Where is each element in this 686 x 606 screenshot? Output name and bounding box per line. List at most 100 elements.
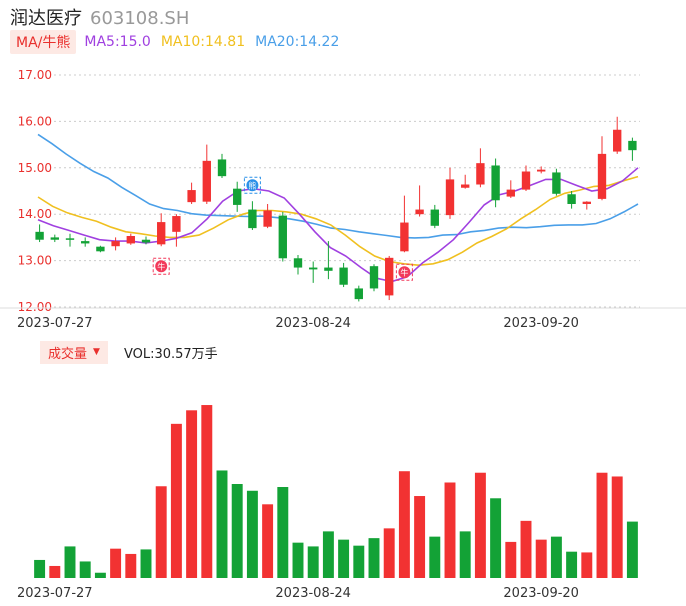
candle-body <box>415 209 424 215</box>
candle-body <box>187 190 196 203</box>
ma10-label: MA10:14.81 <box>160 34 246 50</box>
volume-bar <box>292 542 304 578</box>
volume-bar <box>64 546 76 578</box>
candle-body <box>476 163 485 185</box>
volume-bar <box>322 531 334 578</box>
volume-bar <box>170 423 182 578</box>
volume-bar <box>566 551 578 578</box>
stock-header: 润达医疗 603108.SH <box>10 4 190 29</box>
volume-bar <box>368 538 380 578</box>
candle-body <box>141 239 151 243</box>
candle-body <box>521 171 531 190</box>
candle-body <box>445 179 455 216</box>
marker-frame <box>395 263 413 281</box>
volume-bar <box>49 565 61 578</box>
stock-code: 603108.SH <box>90 8 190 29</box>
candle-body <box>567 194 576 204</box>
candle-body <box>172 216 181 232</box>
candle-body <box>491 165 500 201</box>
candle-body <box>537 169 546 172</box>
volume-bar <box>520 520 532 578</box>
candle-body <box>217 159 227 177</box>
stock-name: 润达医疗 <box>10 8 82 29</box>
price-tick-label: 14.00 <box>18 207 52 221</box>
volume-value: VOL:30.57万手 <box>123 346 218 362</box>
bull-marker-icon <box>398 266 411 279</box>
candle-body <box>582 201 591 204</box>
candle-body <box>81 241 90 244</box>
volume-bar <box>626 521 638 578</box>
volume-bar <box>201 405 213 578</box>
volume-bar <box>216 470 228 578</box>
ma20-label: MA20:14.22 <box>255 34 340 50</box>
volume-bar <box>353 545 365 578</box>
candle-body <box>111 241 120 247</box>
volume-bar <box>125 553 137 578</box>
price-tick-label: 12.00 <box>18 300 52 314</box>
volume-bar <box>277 487 289 578</box>
volume-bar <box>383 528 395 578</box>
bull-marker-icon <box>155 260 168 273</box>
volume-bar <box>611 476 623 578</box>
candle-body <box>157 222 166 245</box>
volume-bar <box>231 484 243 578</box>
candle-body <box>461 184 470 188</box>
candle-body <box>552 172 561 194</box>
volume-bar <box>94 572 106 578</box>
candle-body <box>339 267 348 285</box>
volume-bar <box>535 539 547 578</box>
ma5-line <box>37 167 639 283</box>
candle-body <box>35 231 44 240</box>
volume-bar <box>474 472 486 578</box>
ma-legend: MA/牛熊 MA5:15.0 MA10:14.81 MA20:14.22 <box>10 30 349 54</box>
candle-body <box>126 236 135 244</box>
date-tick-label: 2023-09-20 <box>503 316 579 331</box>
candle-body <box>50 237 59 240</box>
volume-date-tick-label: 2023-07-27 <box>17 586 93 601</box>
candle-body <box>506 189 515 197</box>
volume-bar <box>505 541 517 578</box>
candle-body <box>400 222 409 252</box>
candle-body <box>385 257 394 296</box>
candle-body <box>309 267 318 270</box>
date-tick-label: 2023-07-27 <box>17 316 93 331</box>
candle-body <box>324 267 333 271</box>
volume-bar <box>34 559 46 578</box>
date-tick-label: 2023-08-24 <box>275 316 351 331</box>
marker-label: 牛 <box>157 262 165 272</box>
candle-body <box>628 140 637 151</box>
bear-marker-icon <box>246 179 259 192</box>
volume-bar <box>110 548 122 578</box>
candle-body <box>65 238 75 240</box>
volume-bar <box>246 490 258 578</box>
volume-bar <box>140 549 152 578</box>
candle-body <box>263 210 272 227</box>
volume-bar <box>596 472 608 578</box>
marker-frame <box>243 176 261 194</box>
volume-bar <box>79 561 91 578</box>
volume-bar <box>429 536 441 578</box>
volume-tag-label: 成交量 <box>48 346 88 362</box>
candle-body <box>233 188 242 205</box>
price-tick-label: 13.00 <box>18 254 52 268</box>
ma-indicator-selector[interactable]: MA/牛熊 <box>10 30 77 54</box>
volume-bar <box>186 410 198 578</box>
volume-bar <box>262 504 274 578</box>
candle-body <box>597 153 607 199</box>
price-tick-label: 15.00 <box>18 161 52 175</box>
volume-date-tick-label: 2023-08-24 <box>275 586 351 601</box>
volume-indicator-selector[interactable]: 成交量 ▼ <box>40 340 108 364</box>
volume-bar <box>398 471 410 578</box>
price-tick-label: 17.00 <box>18 68 52 82</box>
marker-label: 牛 <box>400 268 408 278</box>
candle-body <box>613 129 622 152</box>
ma20-line <box>37 133 639 239</box>
candle-body <box>248 209 257 229</box>
volume-bar <box>550 536 562 578</box>
volume-bar <box>307 546 319 578</box>
candle-body <box>96 246 105 252</box>
ma5-label: MA5:15.0 <box>84 34 151 50</box>
candle-body <box>202 160 211 202</box>
volume-bar <box>459 531 471 578</box>
